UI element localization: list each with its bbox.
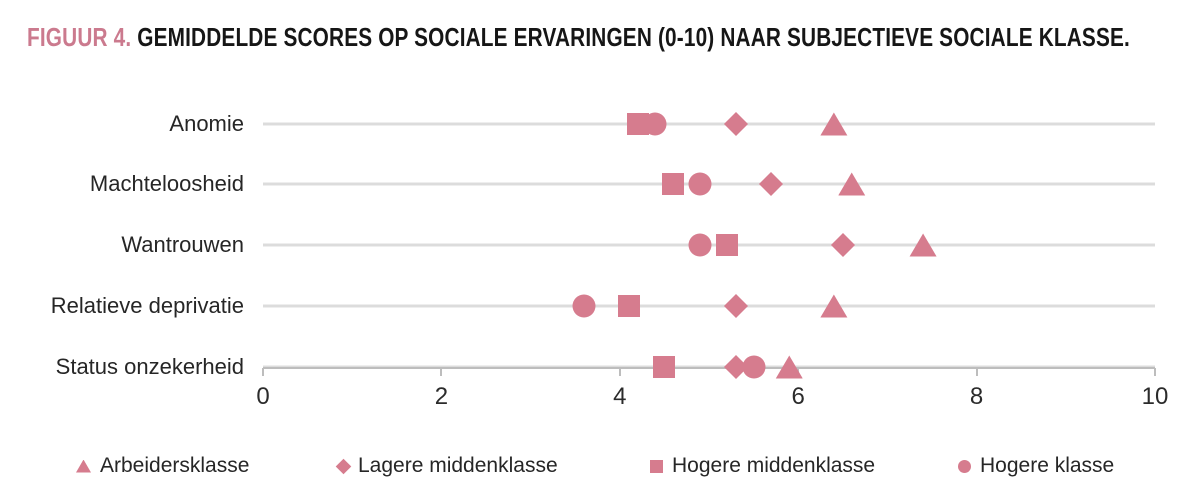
x-axis-tick-label: 6 xyxy=(791,383,805,410)
x-axis-tick xyxy=(440,368,443,376)
diamond-marker xyxy=(723,293,748,319)
x-axis-tick-label: 2 xyxy=(434,383,449,410)
x-axis-tick-label: 8 xyxy=(969,383,984,410)
circle-marker xyxy=(643,112,667,136)
x-axis-tick-label: 0 xyxy=(256,383,270,410)
x-axis-tick-label: 4 xyxy=(613,383,627,410)
row-label: Machteloosheid xyxy=(89,171,244,196)
x-axis-line xyxy=(263,367,1155,369)
figure-caption: GEMIDDELDE SCORES OP SOCIALE ERVARINGEN … xyxy=(137,22,1130,52)
diamond-marker xyxy=(723,111,748,137)
square-marker xyxy=(662,173,685,195)
square-marker xyxy=(617,295,640,317)
square-marker xyxy=(626,113,649,135)
figure-title: FIGUUR 4. GEMIDDELDE SCORES OP SOCIALE E… xyxy=(27,22,1130,53)
row-label: Status onzekerheid xyxy=(55,354,244,379)
row-label: Anomie xyxy=(169,111,244,136)
x-axis-tick xyxy=(975,368,978,376)
square-marker xyxy=(653,356,676,378)
circle-marker xyxy=(572,294,596,318)
square-marker xyxy=(715,234,738,256)
row-gridline xyxy=(263,304,1155,308)
x-axis-tick xyxy=(262,368,264,376)
figure-number: FIGUUR 4. xyxy=(27,22,132,52)
diamond-marker xyxy=(759,171,784,197)
row-gridline xyxy=(263,122,1155,126)
circle-marker xyxy=(688,233,712,257)
x-axis-tick xyxy=(1154,368,1156,376)
diamond-marker xyxy=(830,232,855,258)
row-label: Wantrouwen xyxy=(121,232,244,257)
circle-marker xyxy=(742,355,766,379)
x-axis-tick-label: 10 xyxy=(1141,383,1169,410)
circle-marker xyxy=(688,172,712,196)
x-axis-tick xyxy=(618,368,621,376)
row-label: Relatieve deprivatie xyxy=(50,293,244,318)
